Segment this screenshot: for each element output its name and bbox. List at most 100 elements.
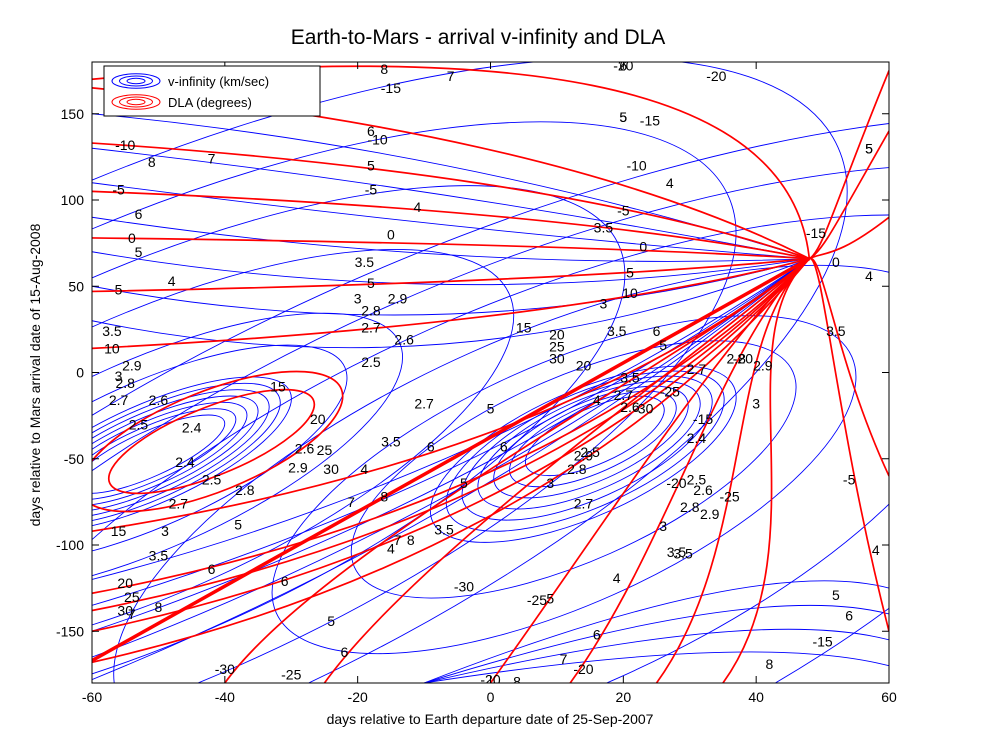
vinf-contour-lowerleft-2.7 [92,395,259,513]
vinf-contour-upper-6 [92,258,810,349]
dla-contour-right-4 [808,70,889,260]
vinf-label-12: 3 [354,290,362,306]
dla-label-13: 15 [111,523,127,539]
vinf-label-0: 8 [380,61,388,77]
dla-singular-line [92,257,811,663]
vinf-label-45: 8 [407,532,415,548]
vinf-label-11: 4 [168,273,176,289]
dla-contour-left-1 [92,258,810,633]
vinf-label-50: 4 [387,540,395,556]
vinf-label-94: 5 [865,140,873,156]
vinf-label-16: 2.6 [394,332,414,348]
vinf-label-66: 2.4 [687,430,707,446]
vinf-label-26: 2.4 [175,454,195,470]
dla-contour-bottom-3 [569,258,810,683]
vinf-label-56: 6 [593,627,601,643]
vinf-label-61: 2.9 [700,506,720,522]
dla-label-35: 30 [549,351,565,367]
vinf-label-14: 2.8 [361,302,381,318]
dla-label-12: 30 [323,461,339,477]
vinf-label-33: 3.5 [149,547,169,563]
vinf-label-77: 3 [600,296,608,312]
dla-label-40: -15 [693,411,713,427]
vinf-label-49: 3.5 [434,521,454,537]
vinf-label-84: 2.8 [727,351,747,367]
dla-label-33: 20 [549,327,565,343]
vinf-label-80: 4 [666,175,674,191]
legend-entry-0: v-infinity (km/sec) [111,73,269,89]
dla-label-31: 10 [622,285,638,301]
vinf-contour-2.7 [477,380,701,510]
dla-contour-bottom-0 [224,258,810,683]
vinf-label-72: 3 [546,475,554,491]
vinf-contour-lowerleft-7 [92,121,737,683]
dla-label-30: 5 [626,264,634,280]
x-tick-label-0: -60 [82,689,102,705]
vinf-contour-lowerleft-3 [92,376,292,532]
dla-label-3: -5 [112,182,125,198]
y-tick-label-0: -150 [56,623,84,639]
x-axis-label: days relative to Earth departure date of… [327,711,654,727]
dla-label-28: -5 [617,202,630,218]
dla-label-29: 0 [639,239,647,255]
vinf-contour-lowerleft-2.6 [92,401,248,507]
vinf-label-2: 6 [367,123,375,139]
vinf-contour-lowerleft-2.4 [92,414,226,494]
dla-contour-bottom-1 [323,258,810,683]
vinf-label-3: 5 [367,158,375,174]
vinf-contour-upper-3 [92,216,810,262]
dla-contour-lobe-1 [92,370,344,513]
vinf-contour-lowerleft-2.5 [92,408,237,501]
vinf-contour-4 [271,315,857,655]
vinf-label-28: 2.7 [169,496,189,512]
vinf-label-1: 7 [447,68,455,84]
dla-label-41: -20 [733,351,753,367]
legend-entry-1: DLA (degrees) [111,94,252,110]
dla-label-1: -10 [115,137,135,153]
vinf-label-87: 3.5 [673,546,693,562]
legend-label-1: DLA (degrees) [168,95,252,110]
vinf-label-85: 2.9 [753,358,773,374]
vinf-contour-bottom-2 [423,628,889,683]
vinf-label-9: 3.5 [355,254,375,270]
dla-contour-bottom-4 [655,258,810,683]
vinf-contour-2.5 [509,390,677,488]
vinf-contour-upper-2 [92,182,810,260]
dla-label-7: 5 [115,282,123,298]
dla-label-15: 25 [124,589,140,605]
vinf-label-78: 3.5 [607,323,627,339]
vinf-contour-lowerleft-8 [92,62,848,683]
vinf-label-6: 6 [135,206,143,222]
vinf-label-62: 2.8 [680,499,700,515]
vinf-label-38: 2.7 [414,396,434,412]
x-tick-label-4: 20 [616,689,632,705]
dla-label-8: 10 [104,340,120,356]
dla-contours [92,65,889,683]
vinf-label-7: 4 [414,199,422,215]
vinf-label-17: 2.5 [361,354,381,370]
y-tick-label-3: 0 [76,365,84,381]
dla-label-16: 30 [117,603,133,619]
y-tick-label-6: 150 [61,106,85,122]
vinf-label-65: 2.5 [687,471,707,487]
dla-label-5: 0 [128,230,136,246]
vinf-label-35: 6 [208,561,216,577]
vinf-label-22: 2.7 [109,392,129,408]
vinf-label-21: 2.8 [115,375,135,391]
vinf-contour-upper-1 [92,147,810,260]
vinf-label-60: 3 [659,518,667,534]
dla-label-25: 5 [619,109,627,125]
x-tick-label-3: 0 [487,689,495,705]
dla-contour-left-2 [92,258,810,612]
dla-label-10: 20 [310,411,326,427]
vinf-label-46: 5 [487,401,495,417]
vinf-label-39: 3.5 [381,434,401,450]
vinf-label-15: 2.7 [361,320,381,336]
dla-contour-left-6 [92,257,810,293]
dla-label-47: -15 [812,634,832,650]
dla-label-44: 0 [832,254,840,270]
dla-label-20: -20 [573,661,593,677]
dla-label-26: -15 [640,113,660,129]
